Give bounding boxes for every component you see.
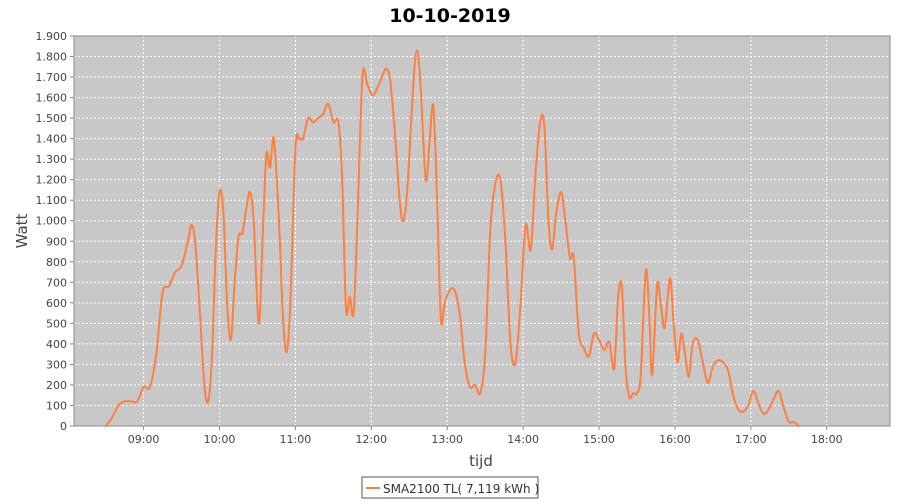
y-tick-label: 1.700	[36, 71, 68, 84]
x-tick-label: 16:00	[659, 433, 691, 446]
y-tick-label: 200	[46, 379, 67, 392]
series-layer	[104, 49, 800, 427]
y-tick-label: 1.900	[36, 30, 68, 43]
y-tick-label: 1.100	[36, 194, 68, 207]
x-tick-label: 12:00	[355, 433, 387, 446]
x-tick-label: 18:00	[811, 433, 843, 446]
y-gridlines	[74, 56, 890, 406]
x-tick-label: 10:00	[204, 433, 236, 446]
y-tick-label: 600	[46, 297, 67, 310]
y-tick-label: 700	[46, 276, 67, 289]
x-tick-label: 11:00	[280, 433, 312, 446]
y-axis: 0 100 200 300 400 500 600 700 800 900 1.000 1.100 1.…	[36, 30, 74, 433]
x-gridlines	[143, 36, 828, 426]
x-axis: 09:00 10:00 11:00 12:00 13:00 14:00 15:00 16:00…	[128, 426, 843, 446]
y-axis-label: Watt	[13, 213, 31, 248]
chart-title: 10-10-2019	[389, 5, 511, 27]
y-tick-label: 1.500	[36, 112, 68, 125]
y-tick-label: 1.800	[36, 51, 68, 64]
legend-box	[361, 476, 539, 499]
y-tick-label: 1.000	[36, 215, 68, 228]
plot-border	[73, 35, 891, 427]
x-tick-label: 17:00	[735, 433, 767, 446]
y-tick-label: 500	[46, 317, 67, 330]
plot-area	[74, 36, 890, 426]
y-tick-label: 0	[60, 420, 67, 433]
y-tick-label: 1.400	[36, 133, 68, 146]
legend-label: SMA2100 TL( 7,119 kWh )	[383, 482, 539, 496]
x-tick-label: 14:00	[507, 433, 539, 446]
y-tick-label: 1.600	[36, 92, 68, 105]
y-tick-label: 100	[46, 399, 67, 412]
x-tick-label: 09:00	[128, 433, 160, 446]
x-tick-label: 13:00	[431, 433, 463, 446]
x-tick-label: 15:00	[583, 433, 615, 446]
y-tick-label: 300	[46, 358, 67, 371]
series-line	[104, 49, 800, 427]
x-axis-label: tijd	[469, 452, 493, 470]
y-tick-label: 400	[46, 338, 67, 351]
y-tick-label: 800	[46, 256, 67, 269]
y-tick-label: 1.200	[36, 174, 68, 187]
y-tick-label: 900	[46, 235, 67, 248]
y-tick-label: 1.300	[36, 153, 68, 166]
legend: SMA2100 TL( 7,119 kWh )	[361, 476, 539, 499]
